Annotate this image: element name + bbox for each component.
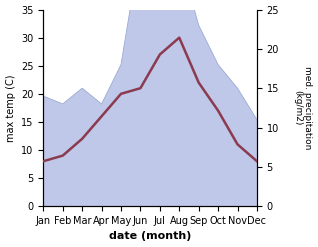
X-axis label: date (month): date (month) — [109, 231, 191, 242]
Y-axis label: max temp (C): max temp (C) — [5, 74, 16, 142]
Y-axis label: med. precipitation
(kg/m2): med. precipitation (kg/m2) — [293, 66, 313, 149]
